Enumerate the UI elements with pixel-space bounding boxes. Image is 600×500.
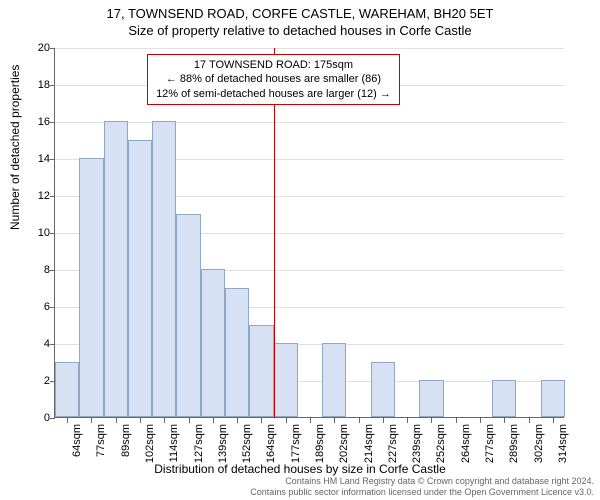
ytick-label: 4: [20, 338, 50, 350]
histogram-bar: [176, 214, 200, 418]
xtick-mark: [456, 418, 457, 423]
histogram-bar: [249, 325, 273, 418]
histogram-bar: [104, 121, 128, 417]
xtick-mark: [213, 418, 214, 423]
xtick-label: 252sqm: [435, 424, 447, 463]
xtick-mark: [383, 418, 384, 423]
xtick-label: 202sqm: [338, 424, 350, 463]
annot-line-3: 12% of semi-detached houses are larger (…: [156, 87, 391, 101]
histogram-bar: [152, 121, 176, 417]
ytick-mark: [50, 233, 55, 234]
xtick-label: 102sqm: [144, 424, 156, 463]
xtick-label: 264sqm: [460, 424, 472, 463]
x-axis-label: Distribution of detached houses by size …: [0, 462, 600, 476]
xtick-label: 114sqm: [168, 424, 180, 462]
ytick-mark: [50, 344, 55, 345]
xtick-mark: [407, 418, 408, 423]
footer-line-2: Contains public sector information licen…: [0, 487, 594, 498]
ytick-label: 10: [20, 227, 50, 239]
xtick-label: 302sqm: [533, 424, 545, 463]
plot-area: 0246810121416182064sqm77sqm89sqm102sqm11…: [54, 48, 564, 418]
xtick-mark: [261, 418, 262, 423]
xtick-mark: [67, 418, 68, 423]
footer-line-1: Contains HM Land Registry data © Crown c…: [0, 476, 594, 487]
xtick-mark: [529, 418, 530, 423]
ytick-mark: [50, 307, 55, 308]
ytick-mark: [50, 48, 55, 49]
xtick-mark: [189, 418, 190, 423]
ytick-label: 8: [20, 264, 50, 276]
xtick-mark: [359, 418, 360, 423]
histogram-bar: [541, 380, 565, 417]
xtick-label: 227sqm: [387, 424, 399, 463]
histogram-bar: [55, 362, 79, 418]
xtick-mark: [286, 418, 287, 423]
ytick-mark: [50, 159, 55, 160]
xtick-label: 239sqm: [411, 424, 423, 463]
xtick-mark: [310, 418, 311, 423]
ytick-mark: [50, 418, 55, 419]
gridline: [55, 48, 564, 49]
ytick-label: 20: [20, 42, 50, 54]
xtick-label: 64sqm: [71, 424, 83, 457]
xtick-label: 77sqm: [95, 424, 107, 457]
xtick-mark: [140, 418, 141, 423]
ytick-label: 0: [20, 412, 50, 424]
xtick-mark: [480, 418, 481, 423]
ytick-mark: [50, 270, 55, 271]
histogram-bar: [225, 288, 249, 418]
xtick-label: 139sqm: [217, 424, 229, 463]
ytick-label: 18: [20, 79, 50, 91]
ytick-label: 14: [20, 153, 50, 165]
xtick-mark: [431, 418, 432, 423]
ytick-mark: [50, 122, 55, 123]
xtick-label: 127sqm: [193, 424, 205, 463]
histogram-bar: [371, 362, 395, 418]
xtick-mark: [553, 418, 554, 423]
xtick-label: 214sqm: [363, 424, 375, 463]
histogram-bar: [322, 343, 346, 417]
histogram-bar: [79, 158, 103, 417]
footer-attribution: Contains HM Land Registry data © Crown c…: [0, 476, 594, 498]
xtick-label: 177sqm: [290, 424, 302, 463]
histogram-bar: [492, 380, 516, 417]
xtick-mark: [116, 418, 117, 423]
xtick-mark: [334, 418, 335, 423]
xtick-mark: [91, 418, 92, 423]
xtick-mark: [164, 418, 165, 423]
address-line: 17, TOWNSEND ROAD, CORFE CASTLE, WAREHAM…: [0, 6, 600, 21]
subtitle-line: Size of property relative to detached ho…: [0, 23, 600, 38]
ytick-label: 16: [20, 116, 50, 128]
xtick-label: 189sqm: [314, 424, 326, 463]
xtick-label: 89sqm: [120, 424, 132, 457]
xtick-label: 277sqm: [484, 424, 496, 463]
ytick-mark: [50, 196, 55, 197]
gridline: [55, 122, 564, 123]
annot-line-2: ← 88% of detached houses are smaller (86…: [156, 72, 391, 86]
chart-area: 0246810121416182064sqm77sqm89sqm102sqm11…: [54, 48, 564, 418]
ytick-label: 6: [20, 301, 50, 313]
ytick-mark: [50, 85, 55, 86]
xtick-mark: [237, 418, 238, 423]
xtick-mark: [504, 418, 505, 423]
xtick-label: 152sqm: [241, 424, 253, 463]
xtick-label: 289sqm: [508, 424, 520, 463]
ytick-label: 12: [20, 190, 50, 202]
ytick-label: 2: [20, 375, 50, 387]
histogram-bar: [201, 269, 225, 417]
histogram-bar: [274, 343, 298, 417]
annotation-box: 17 TOWNSEND ROAD: 175sqm← 88% of detache…: [147, 54, 400, 105]
histogram-bar: [128, 140, 152, 418]
xtick-label: 164sqm: [265, 424, 277, 463]
annot-line-1: 17 TOWNSEND ROAD: 175sqm: [156, 58, 391, 72]
histogram-bar: [419, 380, 443, 417]
xtick-label: 314sqm: [557, 424, 569, 463]
